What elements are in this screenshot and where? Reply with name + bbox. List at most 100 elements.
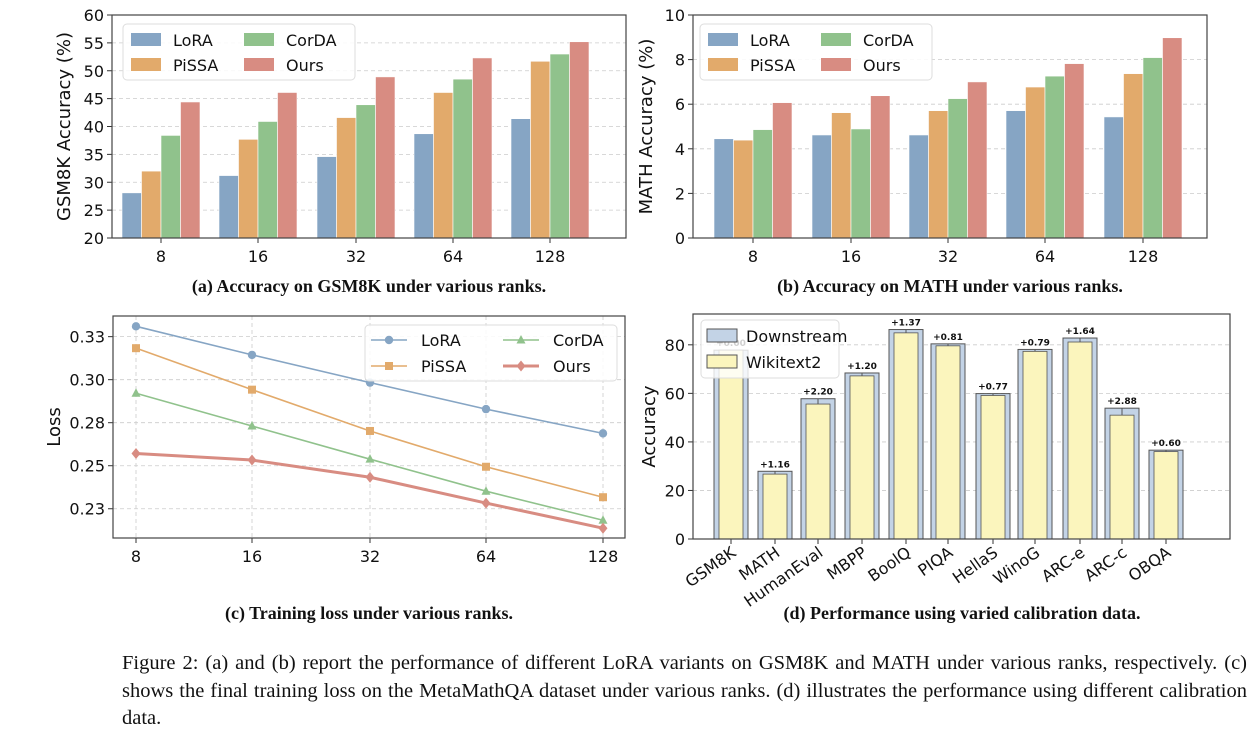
x-tick-label: GSM8K: [682, 542, 740, 591]
bar-wikitext2: [935, 345, 961, 540]
marker-lora: [247, 350, 257, 360]
x-tick-label: OBQA: [1125, 543, 1175, 586]
bar-corda: [355, 104, 376, 239]
y-tick-label: 4: [675, 140, 685, 159]
y-tick-label: 40: [84, 118, 104, 137]
axes-frame: [692, 14, 1208, 239]
legend-box: [122, 23, 356, 81]
marker-lora: [131, 322, 141, 331]
x-tick-label: 8: [748, 247, 758, 266]
y-tick-label: 10: [665, 6, 685, 25]
legend-box: [364, 324, 618, 382]
bar-wikitext2: [762, 473, 788, 540]
bar-lora: [1103, 116, 1124, 239]
x-tick-label: HellaS: [949, 543, 1001, 588]
bar-corda: [850, 128, 871, 239]
y-tick-label: 50: [84, 62, 104, 81]
bar-pissa: [1025, 86, 1046, 239]
bar-corda: [549, 53, 570, 239]
x-tick-label: ARC-c: [1081, 543, 1130, 586]
x-tick-label: 32: [938, 247, 958, 266]
legend-label: Wikitext2: [746, 353, 821, 372]
data-label: +0.81: [933, 333, 963, 343]
marker-corda: [516, 335, 526, 344]
y-tick-label: 6: [675, 95, 685, 114]
y-axis-label: Accuracy: [639, 385, 660, 468]
y-axis-label: MATH Accuracy (%): [636, 39, 657, 215]
bar-ours: [375, 76, 396, 239]
bar-ours: [1064, 63, 1085, 239]
x-tick-label: 8: [156, 247, 166, 266]
axes-frame: [112, 315, 626, 539]
marker-corda: [247, 420, 257, 430]
x-tick-label: 64: [1035, 247, 1055, 266]
marker-corda: [365, 454, 375, 463]
bar-lora: [218, 175, 239, 239]
bar-lora: [510, 118, 531, 239]
legend-label: Downstream: [746, 327, 847, 346]
x-tick-label: ARC-e: [1038, 543, 1088, 586]
marker-pissa: [132, 344, 140, 353]
legend-label: Ours: [553, 357, 591, 376]
bar-corda: [947, 98, 968, 239]
bar-lora: [1005, 110, 1026, 239]
bar-pissa: [238, 139, 259, 239]
axes-frame: [692, 313, 1231, 540]
legend-label: LoRA: [421, 331, 461, 350]
legend-label: CorDA: [863, 31, 914, 50]
legend: LoRA PiSSA CorDA Ours: [699, 23, 933, 81]
x-tick-label: 64: [476, 547, 496, 566]
marker-lora: [481, 404, 491, 414]
legend-swatch-corda: [244, 33, 274, 46]
legend-label: Ours: [863, 56, 901, 75]
y-tick-label: 0.25: [69, 457, 105, 476]
bar-pissa: [141, 170, 162, 239]
marker-pissa: [385, 362, 393, 370]
legend-label: CorDA: [553, 331, 604, 350]
bar-lora: [811, 134, 832, 239]
bar-lora: [713, 138, 734, 239]
bar-ours: [870, 95, 891, 239]
legend-swatch-ours: [244, 58, 274, 71]
x-tick-label: WinoG: [990, 543, 1044, 589]
y-tick-label: 0.23: [69, 500, 105, 519]
x-tick-label: 128: [1128, 247, 1159, 266]
data-label: +2.88: [1107, 397, 1137, 407]
y-tick-label: 45: [84, 90, 104, 109]
y-tick-label: 8: [675, 51, 685, 70]
bar-pissa: [433, 92, 454, 239]
y-tick-label: 40: [665, 433, 685, 452]
bar-ours: [1162, 37, 1183, 239]
subfigure-caption: (b) Accuracy on MATH under various ranks…: [777, 276, 1123, 297]
x-tick-label: 32: [360, 547, 380, 566]
bar-pissa: [530, 60, 551, 239]
legend-label: LoRA: [173, 31, 213, 50]
x-tick-label: 8: [131, 547, 141, 566]
x-tick-label: MBPP: [823, 543, 870, 584]
bar-wikitext2: [718, 349, 744, 540]
subfigure-caption: (c) Training loss under various ranks.: [225, 603, 513, 624]
bar-wikitext2: [893, 332, 919, 540]
marker-pissa: [599, 493, 607, 502]
y-axis-label: Loss: [44, 407, 65, 446]
bar-lora: [908, 134, 929, 239]
data-label: +1.37: [891, 319, 921, 329]
bar-corda: [752, 129, 773, 239]
panel-b: 0 2 4 6 8 10 8 16 32 64 128 MATH Accuracy (%) LoRA Pi…: [636, 6, 1208, 297]
bar-wikitext2: [1067, 341, 1093, 540]
data-label: +0.60: [1151, 439, 1181, 449]
bar-ours: [277, 92, 298, 239]
x-tick-label: 16: [841, 247, 861, 266]
legend: Downstream Wikitext2: [700, 319, 847, 379]
legend-swatch-lora: [131, 33, 161, 46]
subfigure-caption: (a) Accuracy on GSM8K under various rank…: [192, 276, 546, 297]
bar-corda: [257, 121, 278, 239]
legend-label: LoRA: [750, 31, 790, 50]
x-tick-label: 128: [588, 547, 619, 566]
y-tick-label: 20: [665, 481, 685, 500]
legend-swatch-lora: [708, 33, 738, 46]
subfigure-caption: (d) Performance using varied calibration…: [784, 603, 1141, 624]
y-tick-label: 0.28: [69, 414, 105, 433]
legend-label: PiSSA: [750, 56, 795, 75]
